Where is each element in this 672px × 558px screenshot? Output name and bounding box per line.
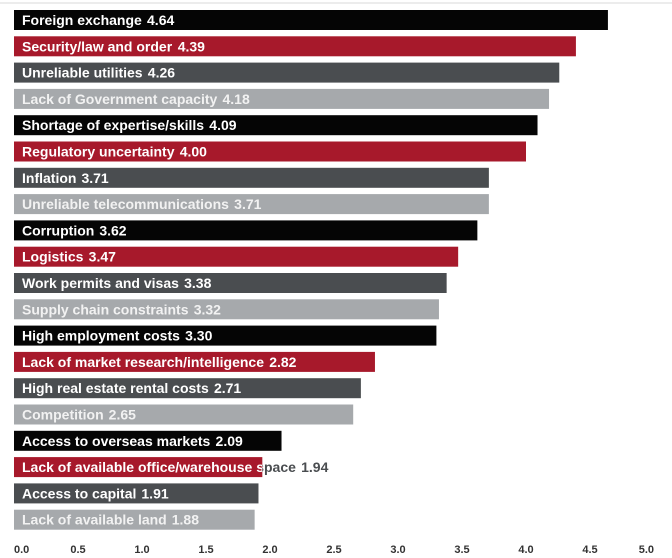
bar <box>14 246 459 267</box>
bar <box>14 483 259 504</box>
bar-value-label: 4.64 <box>147 12 174 28</box>
bar-category-label: Competition <box>22 407 104 423</box>
bar <box>14 141 526 162</box>
bar-value-label: 2.09 <box>216 433 243 449</box>
bar-category-label: Corruption <box>22 222 94 238</box>
bar-group: Competition 2.65 <box>14 404 354 425</box>
bar-group: Work permits and visas 3.38 <box>14 273 447 293</box>
bar-category-label: Security/law and order <box>22 38 173 54</box>
bar-category-label: Lack of Government capacity <box>22 91 218 107</box>
bar-value-label: 3.47 <box>89 249 116 265</box>
bar <box>14 62 560 83</box>
bar-category-label: Lack of available office/warehouse space <box>22 459 296 475</box>
bar <box>14 220 478 241</box>
bar-category-label: Unreliable utilities <box>22 65 143 81</box>
bar-group: Regulatory uncertainty 4.00 <box>14 141 526 162</box>
bar-group: High real estate rental costs 2.71 <box>14 378 361 399</box>
bar-value-label: 3.71 <box>81 170 108 186</box>
bar <box>14 167 489 188</box>
bar-group: Lack of available land 1.88 <box>14 509 255 530</box>
bar-group: Logistics 3.47 <box>14 246 459 267</box>
bar-category-label: High real estate rental costs <box>22 380 209 396</box>
bar <box>14 351 375 372</box>
bar-value-label: 2.71 <box>214 380 241 396</box>
bar-category-label: Logistics <box>22 249 84 265</box>
x-tick-label: 2.0 <box>262 544 277 556</box>
x-tick-label: 3.0 <box>390 544 405 556</box>
bar-category-label: Lack of available land <box>22 512 167 528</box>
x-tick-label: 0.5 <box>70 544 85 556</box>
bar-value-label: 3.30 <box>185 328 212 344</box>
bar-category-label: Work permits and visas <box>22 275 179 291</box>
bar <box>14 299 439 320</box>
bar-category-label: Shortage of expertise/skills <box>22 117 204 133</box>
x-tick-label: 4.5 <box>582 544 597 556</box>
x-tick-label: 0.0 <box>14 544 29 556</box>
bar-value-label: 3.71 <box>234 196 261 212</box>
bar <box>14 457 263 478</box>
bar-category-label: Supply chain constraints <box>22 301 189 317</box>
bar-group: Unreliable telecommunications 3.71 <box>14 194 489 215</box>
bar-category-label: Access to capital <box>22 485 136 501</box>
bar <box>14 194 489 215</box>
bar-category-label: Unreliable telecommunications <box>22 196 229 212</box>
bar <box>14 404 354 425</box>
bar-group: High employment costs 3.30 <box>14 325 437 346</box>
bar-category-label: Lack of market research/intelligence <box>22 354 264 370</box>
bar-value-label: 3.62 <box>99 222 126 238</box>
bar-value-label: 3.32 <box>194 301 221 317</box>
bar <box>14 430 282 451</box>
bar-group: Supply chain constraints 3.32 <box>14 299 439 320</box>
bar-value-label: 4.39 <box>178 38 205 54</box>
bar-value-label: 4.26 <box>148 65 175 81</box>
bar-category-label-overflow: Lack of available office/warehouse space <box>22 459 296 475</box>
bar-group: Lack of Government capacity 4.18 <box>14 88 550 109</box>
bar-value-label: 4.09 <box>209 117 236 133</box>
x-tick-label: 1.5 <box>198 544 213 556</box>
bar-category-label: Regulatory uncertainty <box>22 144 175 160</box>
bar-group: Lack of market research/intelligence 2.82 <box>14 351 375 372</box>
bar-group: Access to capital 1.91 <box>14 483 259 504</box>
x-tick-label: 5.0 <box>639 544 654 556</box>
x-tick-label: 4.0 <box>518 544 533 556</box>
bar-group: Shortage of expertise/skills 4.09 <box>14 115 538 136</box>
bar-category-label: Inflation <box>22 170 76 186</box>
bar-value-label: 2.65 <box>109 407 136 423</box>
bar <box>14 88 550 109</box>
bar-value-label: 1.91 <box>141 485 168 501</box>
bar-value-label: 3.38 <box>184 275 211 291</box>
bar-category-label: Foreign exchange <box>22 12 142 28</box>
bar <box>14 378 361 399</box>
bar-group: Foreign exchange 4.64 <box>14 10 608 30</box>
x-tick-label: 2.5 <box>326 544 341 556</box>
bar <box>14 509 255 530</box>
bar-value-label: 1.88 <box>172 512 199 528</box>
bar <box>14 10 608 30</box>
x-tick-label: 1.0 <box>134 544 149 556</box>
bar-group: Access to overseas markets 2.09 <box>14 430 282 451</box>
bar-category-label: Access to overseas markets <box>22 433 211 449</box>
x-tick-label: 3.5 <box>454 544 469 556</box>
bar-value-label: 4.18 <box>223 91 250 107</box>
bar-group: Inflation 3.71 <box>14 167 489 188</box>
bar-value-label: 1.94 <box>301 459 328 475</box>
bar-value-label: 2.82 <box>269 354 296 370</box>
bar-group: Unreliable utilities 4.26 <box>14 62 560 83</box>
bar-group: Corruption 3.62 <box>14 220 478 241</box>
bar-value-label: 4.00 <box>180 144 207 160</box>
bar <box>14 115 538 136</box>
bar-group: Lack of available office/warehouse space… <box>14 457 329 478</box>
bar <box>14 36 576 57</box>
bar <box>14 325 437 346</box>
bar-group: Security/law and order 4.39 <box>14 36 576 57</box>
bar-category-label: High employment costs <box>22 328 180 344</box>
bar <box>14 273 447 293</box>
